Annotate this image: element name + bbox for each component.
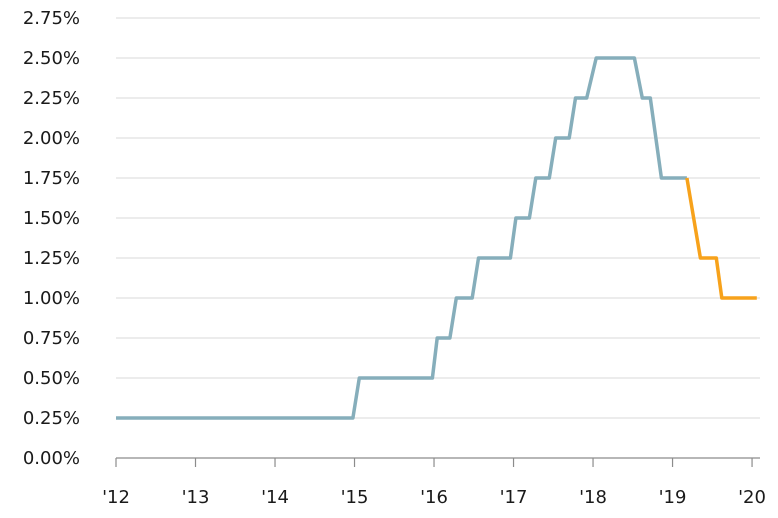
x-tick-label: '16: [420, 487, 448, 508]
gridlines: [116, 17, 760, 419]
x-tick-label: '18: [579, 487, 607, 508]
x-tick-label: '20: [738, 487, 766, 508]
y-tick-label: 1.25%: [23, 248, 80, 269]
y-tick-label: 0.25%: [23, 408, 80, 429]
x-tick-label: '14: [261, 487, 289, 508]
y-tick-label: 1.75%: [23, 168, 80, 189]
x-tick-label: '17: [500, 487, 528, 508]
series-lines: [116, 56, 757, 420]
y-tick-label: 2.00%: [23, 128, 80, 149]
series-line-historical: [116, 56, 687, 420]
x-tick-label: '12: [102, 487, 130, 508]
x-tick-label: '13: [182, 487, 210, 508]
series-line-projected: [685, 177, 757, 300]
x-tick-label: '19: [659, 487, 687, 508]
y-tick-label: 2.50%: [23, 48, 80, 69]
y-tick-label: 2.75%: [23, 8, 80, 29]
y-tick-label: 0.00%: [23, 448, 80, 469]
x-axis: '12 '13 '14 '15 '16 '17 '18 '19 '20: [102, 457, 766, 508]
y-tick-label: 2.25%: [23, 88, 80, 109]
y-tick-label: 0.75%: [23, 328, 80, 349]
y-tick-label: 1.50%: [23, 208, 80, 229]
y-tick-label: 0.50%: [23, 368, 80, 389]
y-axis-tick-labels: 0.00% 0.25% 0.50% 0.75% 1.00% 1.25% 1.50% 1.75%…: [23, 8, 80, 469]
x-tick-label: '15: [341, 487, 369, 508]
y-tick-label: 1.00%: [23, 288, 80, 309]
